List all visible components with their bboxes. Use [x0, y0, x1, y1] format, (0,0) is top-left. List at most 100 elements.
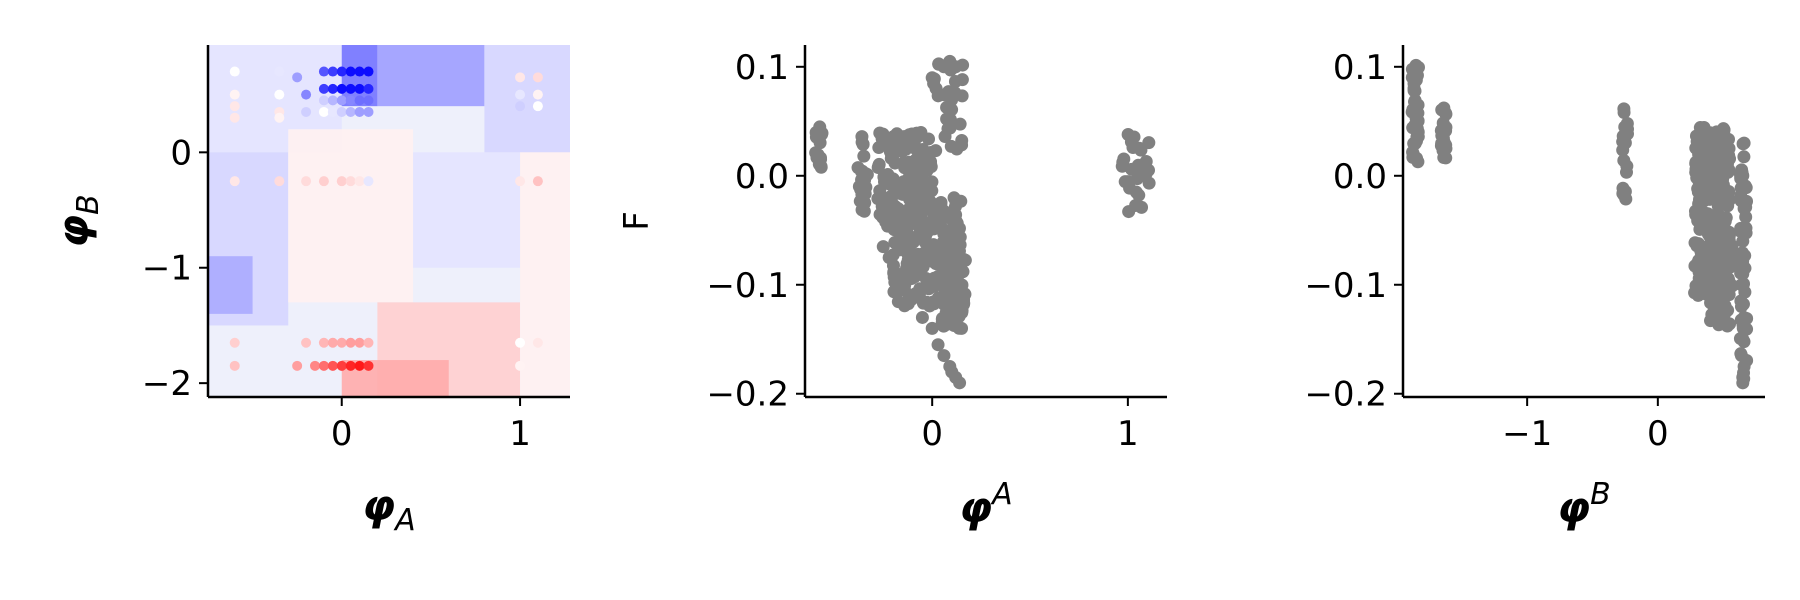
heatmap-point: [292, 72, 303, 83]
scatter-b-point: [1620, 116, 1634, 130]
scatter-a-point: [929, 82, 943, 96]
scatter-a-point: [955, 73, 969, 87]
heatmap-point: [318, 83, 329, 94]
scatter-a-point: [872, 141, 886, 155]
heatmap-point: [532, 101, 543, 112]
scatter-a-point: [915, 310, 929, 324]
heatmap-x-axis-label-sub: A: [393, 503, 416, 538]
scatter-a-point: [922, 132, 936, 146]
scatter-b-point: [1737, 150, 1751, 164]
scatter-b-point: [1713, 312, 1727, 326]
heatmap-point: [515, 176, 526, 187]
scatter-a-point: [907, 175, 921, 189]
scatter-b-point: [1693, 156, 1707, 170]
scatter-b-y-tick-label: −0.1: [1304, 266, 1387, 306]
heatmap-point: [532, 89, 543, 100]
scatter-a-point: [925, 321, 939, 335]
heatmap-contour-region: [377, 45, 485, 107]
scatter-a-point: [1142, 163, 1156, 177]
scatter-a-point: [856, 137, 870, 151]
scatter-b-point: [1435, 136, 1449, 150]
scatter-a-point: [882, 251, 896, 265]
heatmap-point: [345, 95, 356, 106]
scatter-a-point: [946, 220, 960, 234]
scatter-a-point: [949, 208, 963, 222]
heatmap-contour-region: [413, 152, 521, 268]
heatmap-point: [363, 66, 374, 77]
heatmap-y-tick-label: −1: [142, 249, 192, 289]
scatter-a-point: [876, 240, 890, 254]
heatmap-point: [301, 89, 312, 100]
scatter-a-point: [937, 349, 951, 363]
heatmap-point: [274, 66, 285, 77]
heatmap-point: [229, 89, 240, 100]
scatter-a-point: [935, 317, 949, 331]
scatter-b-point: [1696, 205, 1710, 219]
scatter-a-point: [1118, 175, 1132, 189]
scatter-a-point: [945, 103, 959, 117]
scatter-a-points: [809, 54, 1156, 390]
scatter-b-point: [1735, 246, 1749, 260]
scatter-a-y-axis-label: F: [617, 211, 657, 231]
heatmap-point: [532, 72, 543, 83]
scatter-a-point: [898, 224, 912, 238]
scatter-b-point: [1439, 151, 1453, 165]
scatter-b-point: [1704, 314, 1718, 328]
heatmap-point: [318, 95, 329, 106]
heatmap-point: [345, 66, 356, 77]
heatmap-point: [229, 101, 240, 112]
scatter-b-point: [1694, 249, 1708, 263]
heatmap-point: [336, 176, 347, 187]
scatter-b-point: [1736, 234, 1750, 248]
scatter-a-point: [953, 117, 967, 131]
heatmap-point: [515, 89, 526, 100]
heatmap-point: [327, 95, 338, 106]
heatmap-point: [345, 83, 356, 94]
scatter-a-point: [815, 126, 829, 140]
scatter-b-point: [1617, 188, 1631, 202]
scatter-b-point: [1736, 169, 1750, 183]
scatter-a-point: [927, 197, 941, 211]
heatmap-x-axis-label: φA: [362, 481, 415, 538]
scatter-a-point: [872, 157, 886, 171]
heatmap-point: [345, 360, 356, 371]
scatter-a-point: [855, 164, 869, 178]
heatmap-point: [274, 112, 285, 123]
heatmap-point: [354, 337, 365, 348]
heatmap-point: [327, 337, 338, 348]
scatter-a-point: [929, 144, 943, 158]
heatmap-point: [229, 112, 240, 123]
scatter-b-point: [1736, 332, 1750, 346]
scatter-b-point: [1737, 201, 1751, 215]
scatter-a-y-tick-label: 0.0: [735, 157, 789, 197]
scatter-b-point: [1410, 68, 1424, 82]
scatter-a-point: [945, 365, 959, 379]
scatter-a-point: [926, 215, 940, 229]
scatter-a-point: [906, 289, 920, 303]
heatmap-point: [229, 66, 240, 77]
scatter-b-point: [1734, 349, 1748, 363]
scatter-a-point: [944, 139, 958, 153]
heatmap-point: [336, 360, 347, 371]
heatmap-point: [515, 360, 526, 371]
heatmap-point: [363, 83, 374, 94]
scatter-a-point: [953, 376, 967, 390]
heatmap-point: [354, 95, 365, 106]
heatmap-point: [345, 106, 356, 117]
heatmap-point: [515, 337, 526, 348]
heatmap-point: [327, 66, 338, 77]
scatter-a-point: [925, 71, 939, 85]
scatter-b-point: [1734, 300, 1748, 314]
heatmap-point: [532, 337, 543, 348]
heatmap-contour-regions: [208, 45, 570, 397]
scatter-b-point: [1723, 280, 1737, 294]
heatmap-point: [354, 176, 365, 187]
scatter-a-point: [938, 130, 952, 144]
scatter-a-point: [941, 277, 955, 291]
scatter-a-point: [911, 253, 925, 267]
scatter-a-point: [951, 241, 965, 255]
scatter-b-point: [1701, 224, 1715, 238]
heatmap-point: [292, 360, 303, 371]
scatter-a-point: [943, 113, 957, 127]
